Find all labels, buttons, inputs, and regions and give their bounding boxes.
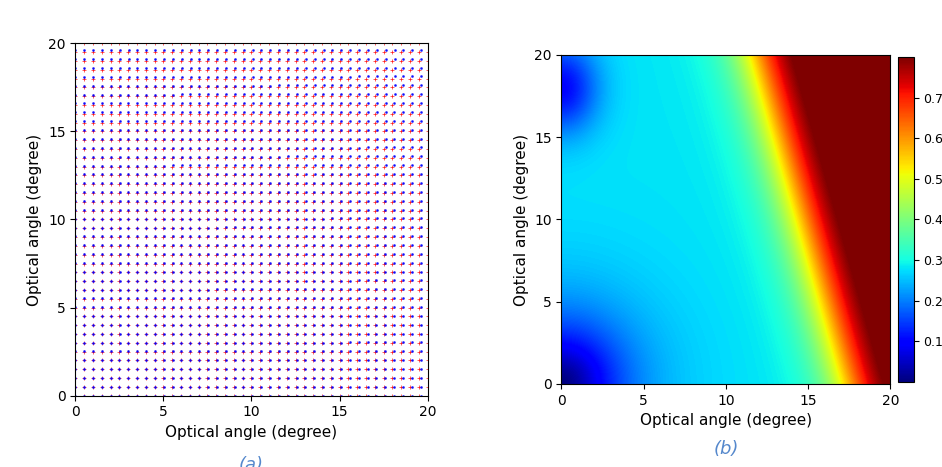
Y-axis label: Optical angle (degree): Optical angle (degree)	[513, 134, 528, 305]
X-axis label: Optical angle (degree): Optical angle (degree)	[640, 413, 812, 428]
Y-axis label: Optical angle (degree): Optical angle (degree)	[27, 134, 42, 305]
X-axis label: Optical angle (degree): Optical angle (degree)	[166, 425, 337, 440]
Text: (b): (b)	[713, 440, 739, 458]
Text: (a): (a)	[239, 455, 264, 467]
